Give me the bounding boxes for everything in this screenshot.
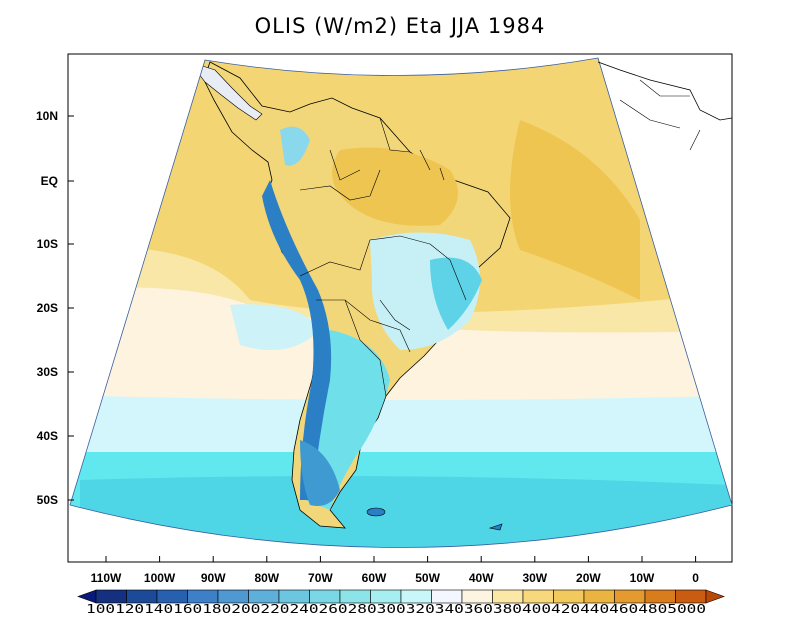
colorbar-level-labels: 1001201401601802002202402602803003203403… bbox=[86, 602, 706, 616]
amazon-warm bbox=[332, 147, 458, 226]
country-borders bbox=[299, 117, 467, 397]
lat-label-20s: 20S bbox=[37, 301, 58, 315]
ocean-orange-core bbox=[510, 120, 640, 300]
africa-coastline bbox=[597, 61, 733, 121]
brazil-coast-cyan bbox=[430, 257, 482, 330]
lat-label-40s: 40S bbox=[37, 429, 58, 443]
south-georgia bbox=[488, 523, 503, 531]
lon-label-110w: 110W bbox=[91, 571, 122, 585]
map-title: OLIS (W/m2) Eta JJA 1984 bbox=[254, 14, 546, 38]
lon-label-70w: 70W bbox=[308, 571, 333, 585]
lat-label-eq: EQ bbox=[41, 174, 58, 188]
central-america-land bbox=[189, 61, 263, 121]
ocean-light-patch bbox=[230, 304, 320, 350]
lon-label-30w: 30W bbox=[522, 571, 547, 585]
lon-label-60w: 60W bbox=[362, 571, 387, 585]
andes-ridge bbox=[262, 180, 332, 500]
lon-label-0: 0 bbox=[692, 571, 699, 585]
lat-label-30s: 30S bbox=[37, 365, 58, 379]
lat-label-50s: 50S bbox=[37, 493, 58, 507]
colorbar-high-arrow bbox=[705, 589, 725, 604]
lon-label-20w: 20W bbox=[576, 571, 601, 585]
lat-label-10s: 10S bbox=[37, 237, 58, 251]
longitude-axis: 110W 100W 90W 80W 70W 60W 50W 40W 30W 20W 10W 0 bbox=[91, 556, 699, 585]
lon-label-100w: 100W bbox=[144, 571, 176, 585]
patagonia-blue bbox=[300, 440, 340, 506]
latitude-axis: 10N EQ 10S 20S 30S 40S 50S bbox=[36, 109, 74, 507]
lon-label-50w: 50W bbox=[415, 571, 440, 585]
colombia-cool bbox=[280, 126, 310, 166]
west-africa-borders bbox=[619, 79, 701, 151]
lon-label-90w: 90W bbox=[201, 571, 226, 585]
lon-label-40w: 40W bbox=[469, 571, 494, 585]
lat-label-10n: 10N bbox=[36, 109, 58, 123]
lon-label-10w: 10W bbox=[630, 571, 655, 585]
colorbar bbox=[77, 589, 725, 604]
ocean-lightcyan-band bbox=[70, 395, 732, 459]
falkland-islands bbox=[366, 507, 386, 517]
domain-outline bbox=[69, 57, 733, 548]
olis-field bbox=[70, 58, 732, 548]
lon-label-80w: 80W bbox=[254, 571, 279, 585]
ocean-deeper-cyan bbox=[80, 476, 730, 548]
